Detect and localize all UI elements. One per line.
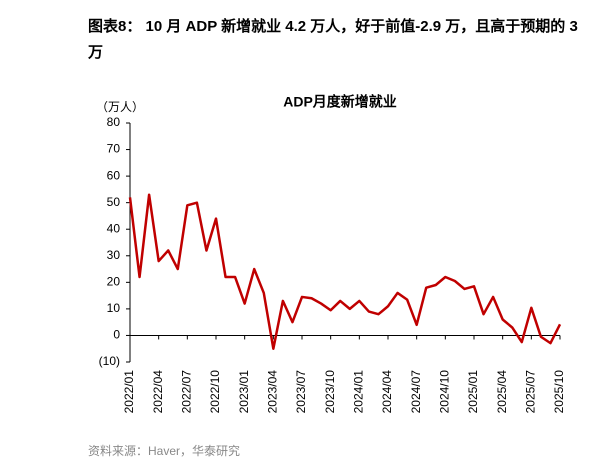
y-tick-label: 20: [107, 275, 121, 289]
chart: ADP月度新增就业 （万人） (10) 0 10 20 30 40 50 60 70 80 2022…: [96, 94, 566, 414]
y-tick-label: 0: [113, 328, 120, 342]
x-tick-label: 2025/04: [495, 370, 509, 414]
y-unit: （万人）: [96, 100, 144, 114]
x-tick-label: 2023/01: [237, 370, 251, 414]
chart-title: ADP月度新增就业: [283, 94, 397, 110]
y-tick-label: 30: [107, 248, 121, 262]
x-tick-label: 2024/01: [352, 370, 366, 414]
x-tick-label: 2025/10: [552, 370, 566, 414]
x-tick-label: 2023/04: [266, 370, 280, 414]
y-tick-label: 40: [107, 221, 121, 235]
data-line: [128, 193, 562, 350]
x-tick-label: 2024/07: [409, 370, 423, 414]
x-tick-label: 2022/01: [122, 370, 136, 414]
x-tick-label: 2022/07: [180, 370, 194, 414]
x-tick-label: 2022/04: [151, 370, 165, 414]
x-tick-label: 2024/10: [438, 370, 452, 414]
y-tick-label: 10: [107, 301, 121, 315]
x-tick-label: 2022/10: [208, 370, 222, 414]
source: 资料来源：Haver，华泰研究: [88, 444, 241, 458]
x-tick-label: 2025/01: [466, 370, 480, 414]
x-tick-label: 2025/07: [524, 370, 538, 414]
y-tick-label: (10): [99, 354, 120, 368]
x-tick-label: 2023/10: [323, 370, 337, 414]
y-tick-label: 50: [107, 195, 121, 209]
figure-title: 图表8： 10 月 ADP 新增就业 4.2 万人，好于前值-2.9 万，且高于…: [88, 18, 578, 61]
y-tick-label: 70: [107, 142, 121, 156]
y-tick-label: 80: [107, 115, 121, 129]
x-tick-label: 2023/07: [294, 370, 308, 414]
y-tick-label: 60: [107, 168, 121, 182]
x-tick-label: 2024/04: [380, 370, 394, 414]
